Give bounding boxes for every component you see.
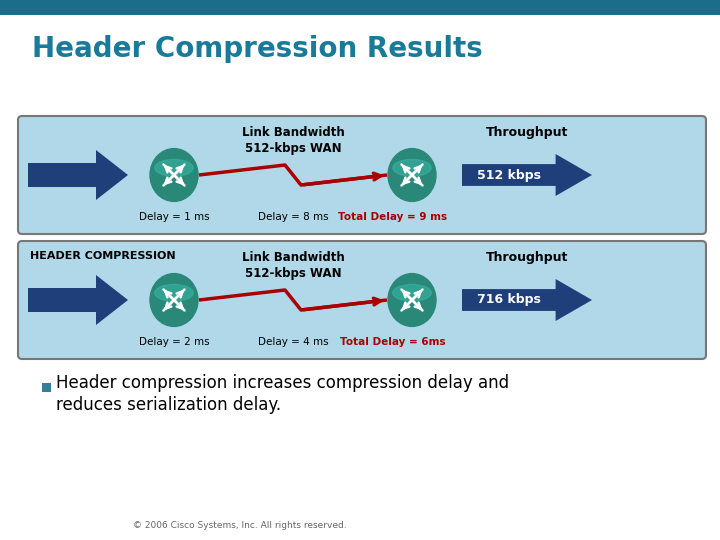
- FancyBboxPatch shape: [18, 116, 706, 234]
- Ellipse shape: [150, 274, 198, 326]
- Polygon shape: [28, 275, 128, 325]
- Polygon shape: [462, 154, 592, 196]
- Text: Total Delay = 6ms: Total Delay = 6ms: [340, 337, 446, 347]
- Text: Delay = 1 ms: Delay = 1 ms: [139, 212, 210, 222]
- Text: Delay = 4 ms: Delay = 4 ms: [258, 337, 328, 347]
- Bar: [42, 383, 51, 392]
- Polygon shape: [28, 150, 128, 200]
- Text: Link Bandwidth
512-kbps WAN: Link Bandwidth 512-kbps WAN: [242, 251, 344, 280]
- Text: Throughput: Throughput: [486, 251, 568, 264]
- Text: HEADER COMPRESSION: HEADER COMPRESSION: [30, 251, 176, 261]
- Text: 512 kbps: 512 kbps: [477, 168, 541, 181]
- Ellipse shape: [393, 285, 431, 301]
- Bar: [0, 0, 720, 15]
- Text: Header compression increases compression delay and: Header compression increases compression…: [56, 374, 509, 392]
- Ellipse shape: [388, 148, 436, 201]
- Text: Link Bandwidth
512-kbps WAN: Link Bandwidth 512-kbps WAN: [242, 126, 344, 155]
- Text: © 2006 Cisco Systems, Inc. All rights reserved.: © 2006 Cisco Systems, Inc. All rights re…: [133, 522, 347, 530]
- Text: Delay = 8 ms: Delay = 8 ms: [258, 212, 328, 222]
- Text: 716 kbps: 716 kbps: [477, 294, 541, 307]
- Ellipse shape: [155, 285, 193, 301]
- Ellipse shape: [388, 274, 436, 326]
- Text: Delay = 2 ms: Delay = 2 ms: [139, 337, 210, 347]
- Text: Total Delay = 9 ms: Total Delay = 9 ms: [338, 212, 448, 222]
- Polygon shape: [462, 279, 592, 321]
- Text: reduces serialization delay.: reduces serialization delay.: [56, 396, 281, 414]
- Ellipse shape: [155, 159, 193, 176]
- Ellipse shape: [393, 159, 431, 176]
- Ellipse shape: [150, 148, 198, 201]
- FancyBboxPatch shape: [18, 241, 706, 359]
- Text: Header Compression Results: Header Compression Results: [32, 35, 482, 63]
- Text: Throughput: Throughput: [486, 126, 568, 139]
